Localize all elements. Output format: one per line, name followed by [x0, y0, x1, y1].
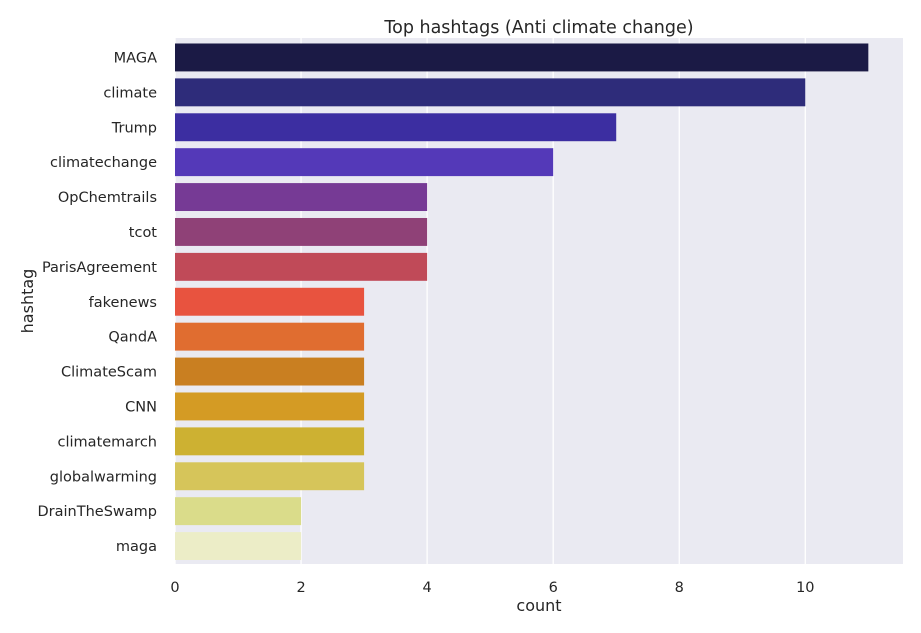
chart-title: Top hashtags (Anti climate change) — [383, 18, 693, 38]
bar-climatechange — [175, 148, 554, 177]
y-tick-label: climatemarch — [58, 434, 157, 450]
y-tick-label: maga — [116, 539, 157, 555]
y-tick-label: QandA — [108, 330, 157, 346]
y-tick-label: DrainTheSwamp — [38, 504, 157, 520]
bar-ParisAgreement — [175, 252, 428, 281]
x-tick-label: 6 — [549, 580, 558, 596]
x-tick-label: 0 — [170, 580, 179, 596]
y-axis-label: hashtag — [18, 269, 37, 334]
y-tick-label: ParisAgreement — [42, 260, 157, 276]
x-tick-label: 2 — [296, 580, 305, 596]
bars — [175, 43, 869, 561]
bar-climatemarch — [175, 427, 365, 456]
y-tick-label: Trump — [111, 120, 157, 136]
y-tick-label: tcot — [129, 225, 158, 241]
x-axis-label: count — [516, 596, 561, 615]
y-tick-label: CNN — [125, 399, 157, 415]
y-tick-label: OpChemtrails — [58, 190, 157, 206]
y-tick-label: MAGA — [114, 50, 157, 66]
y-tick-label: climate — [103, 85, 157, 101]
x-tick-labels: 0 2 4 6 8 10 — [170, 580, 814, 596]
bar-fakenews — [175, 287, 365, 316]
x-tick-label: 8 — [675, 580, 684, 596]
bar-globalwarming — [175, 462, 365, 491]
bar-maga — [175, 532, 302, 561]
bar-Trump — [175, 113, 617, 142]
y-tick-label: globalwarming — [50, 469, 157, 485]
y-tick-label: climatechange — [50, 155, 157, 171]
y-tick-label: fakenews — [89, 295, 157, 311]
bar-climate — [175, 78, 806, 107]
x-tick-label: 10 — [796, 580, 814, 596]
bar-ClimateScam — [175, 357, 365, 386]
bar-tcot — [175, 217, 428, 246]
bar-DrainTheSwamp — [175, 497, 302, 526]
x-tick-label: 4 — [423, 580, 432, 596]
y-tick-label: ClimateScam — [61, 365, 157, 381]
y-tick-labels: MAGA climate Trump climatechange OpChemtrail… — [38, 50, 158, 555]
bar-MAGA — [175, 43, 869, 72]
bar-CNN — [175, 392, 365, 421]
bar-OpChemtrails — [175, 183, 428, 212]
bar-QandA — [175, 322, 365, 351]
